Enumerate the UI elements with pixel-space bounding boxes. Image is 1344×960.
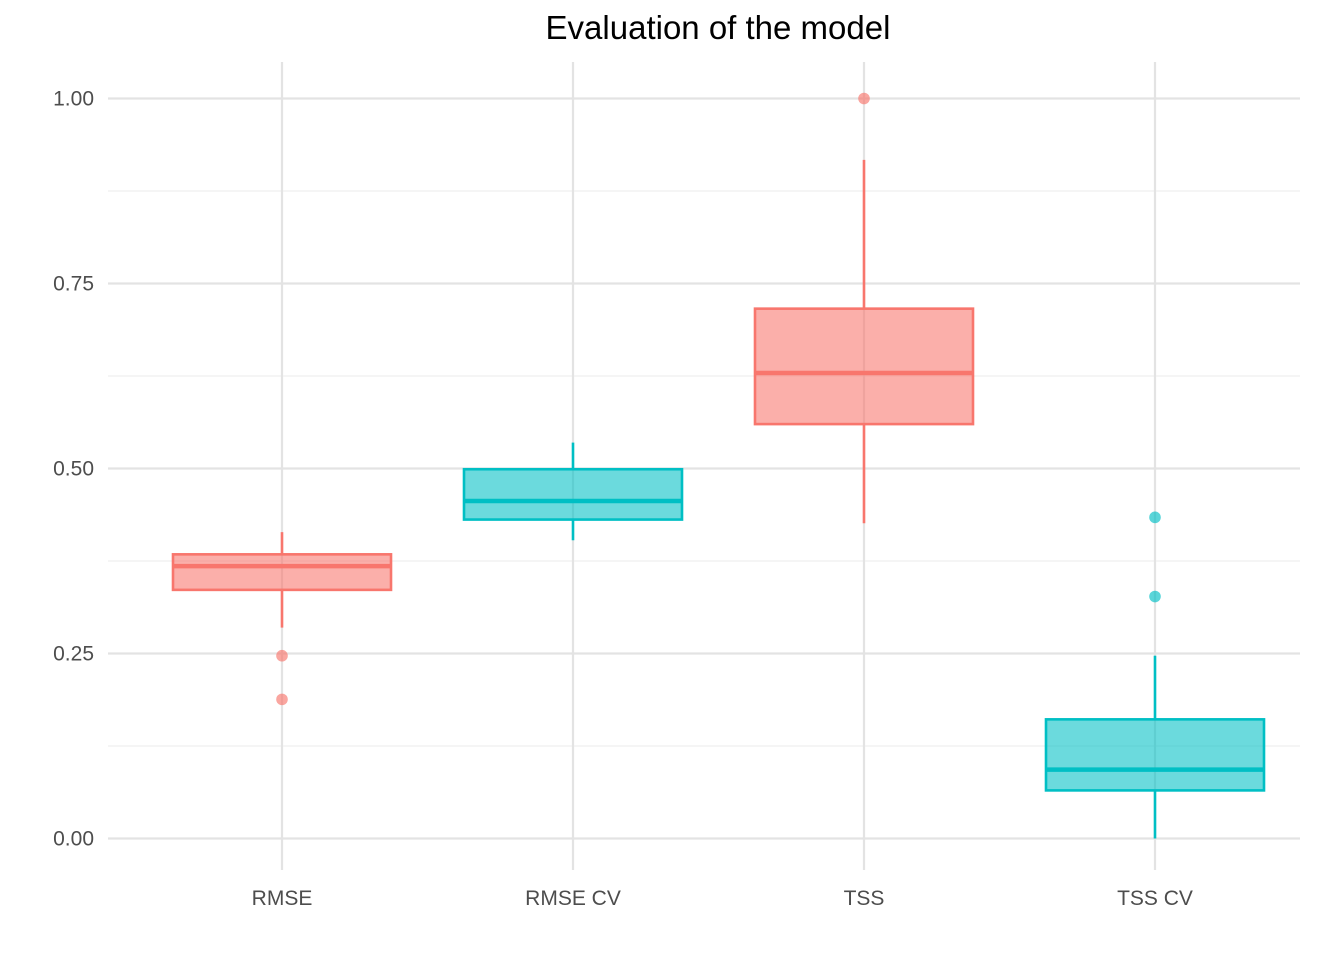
box-iqr	[753, 307, 975, 426]
outlier-point	[276, 649, 288, 662]
outlier-point	[858, 92, 870, 105]
y-tick-label: 0.75	[53, 273, 94, 296]
y-tick-label: 1.00	[53, 88, 94, 111]
box-tss	[753, 92, 975, 524]
x-tick-label: RMSE CV	[525, 887, 621, 910]
y-tick-label: 0.00	[53, 828, 94, 851]
x-tick-label: TSS	[844, 887, 885, 910]
box-rmse-cv	[462, 442, 684, 541]
box-rmse	[171, 532, 393, 706]
box-iqr	[1044, 718, 1266, 792]
outlier-point	[276, 693, 288, 706]
box-iqr	[462, 467, 684, 521]
box-iqr	[171, 553, 393, 592]
boxes	[171, 92, 1266, 839]
x-axis: RMSE RMSE CV TSS TSS CV	[252, 887, 1193, 910]
chart-title: Evaluation of the model	[546, 9, 891, 46]
y-axis: 0.00 0.25 0.50 0.75 1.00	[53, 88, 94, 851]
outlier-point	[1149, 590, 1161, 603]
outlier-point	[1149, 511, 1161, 524]
box-tss-cv	[1044, 511, 1266, 839]
x-tick-label: RMSE	[252, 887, 313, 910]
y-tick-label: 0.50	[53, 458, 94, 481]
x-tick-label: TSS CV	[1117, 887, 1193, 910]
y-tick-label: 0.25	[53, 643, 94, 666]
